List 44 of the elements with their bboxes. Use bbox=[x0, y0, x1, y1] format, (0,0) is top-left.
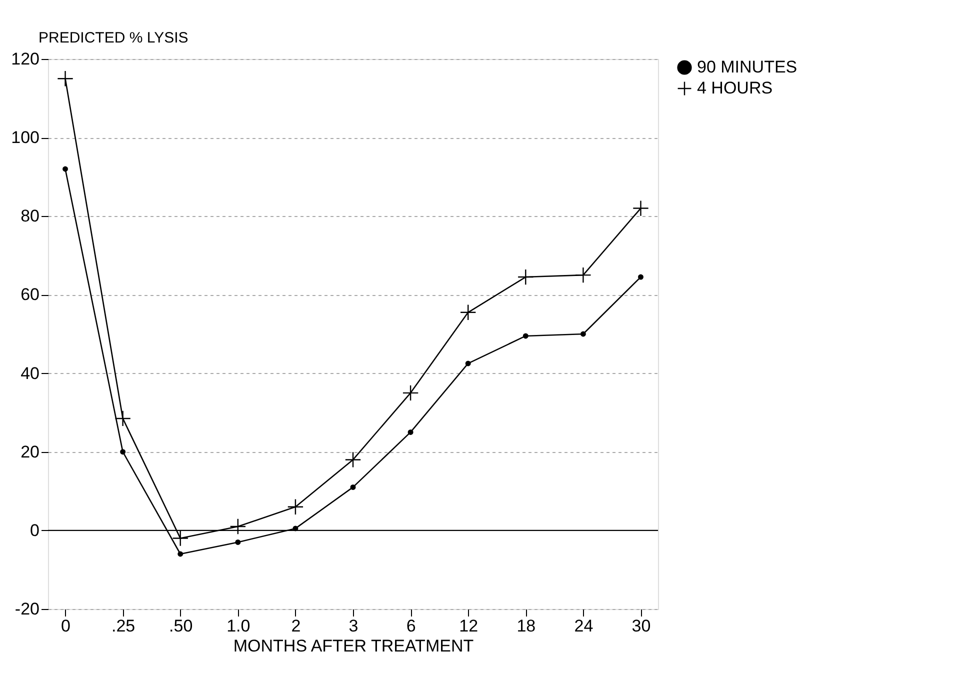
point bbox=[402, 384, 419, 402]
point bbox=[120, 449, 126, 455]
point bbox=[172, 530, 189, 546]
x-tick-label: 30 bbox=[632, 616, 651, 636]
y-tick-label: 60 bbox=[20, 285, 40, 304]
point bbox=[62, 166, 68, 172]
point bbox=[460, 304, 476, 321]
point bbox=[178, 551, 184, 557]
x-tick-label: 2 bbox=[291, 616, 301, 636]
x-tick-label: 3 bbox=[348, 616, 358, 636]
y-tick-label: 20 bbox=[20, 442, 40, 462]
y-tick-label: 40 bbox=[20, 364, 40, 383]
x-axis-title: MONTHS AFTER TREATMENT bbox=[233, 636, 474, 656]
point bbox=[114, 410, 131, 427]
x-tick-label: .25 bbox=[111, 616, 136, 636]
point bbox=[522, 333, 528, 339]
point bbox=[638, 274, 644, 280]
y-tick-label: -20 bbox=[14, 600, 40, 618]
legend-label: 4 HOURS bbox=[697, 78, 773, 98]
point bbox=[287, 498, 304, 516]
point bbox=[465, 360, 471, 366]
legend-label: 90 MINUTES bbox=[697, 58, 798, 76]
y-tick-label: 0 bbox=[30, 520, 40, 540]
x-tick-label: 24 bbox=[574, 616, 594, 636]
x-tick-label: .50 bbox=[169, 616, 193, 636]
x-tick-label: 0 bbox=[61, 616, 70, 636]
point bbox=[632, 200, 649, 216]
x-tick-label: 12 bbox=[459, 616, 478, 636]
point bbox=[350, 484, 356, 490]
point bbox=[517, 268, 534, 286]
y-tick-label: 120 bbox=[11, 50, 40, 68]
point bbox=[408, 429, 414, 435]
y-axis-title: PREDICTED % LYSIS bbox=[38, 30, 188, 46]
point bbox=[344, 452, 362, 468]
x-tick-label: 18 bbox=[516, 616, 536, 636]
point bbox=[580, 331, 586, 337]
point bbox=[57, 70, 74, 87]
point bbox=[235, 539, 241, 545]
x-tick-label: 6 bbox=[406, 616, 416, 636]
point bbox=[230, 518, 246, 535]
y-tick-label: 100 bbox=[11, 128, 40, 148]
x-tick-label: 1.0 bbox=[226, 616, 250, 636]
y-tick-label: 80 bbox=[20, 206, 40, 226]
point bbox=[575, 266, 592, 284]
